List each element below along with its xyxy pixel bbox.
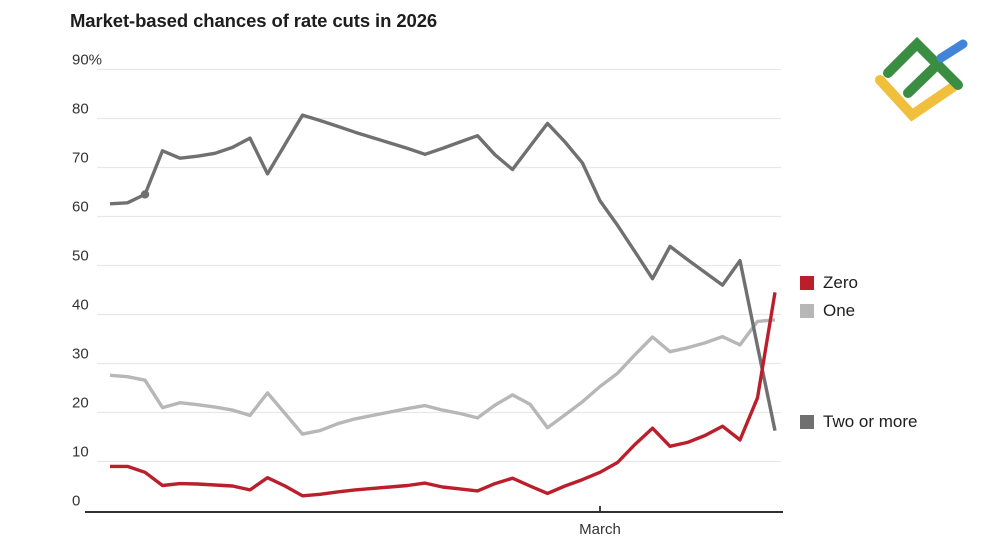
y-tick-label-90: 90% [72, 52, 102, 69]
y-tick-label-70: 70 [72, 150, 89, 167]
chart-title: Market-based chances of rate cuts in 202… [70, 10, 438, 31]
logo-green-bar [903, 59, 943, 98]
y-tick-label-60: 60 [72, 199, 89, 216]
y-tick-label-20: 20 [72, 395, 89, 412]
y-tick-label-40: 40 [72, 297, 89, 314]
logo-green-chevron [883, 36, 963, 90]
legend-swatch-zero [800, 276, 814, 290]
y-tick-label-10: 10 [72, 444, 89, 461]
legend-label-zero: Zero [823, 273, 858, 292]
y-tick-label-0: 0 [72, 493, 80, 510]
legend-label-one: One [823, 301, 856, 320]
logo-yellow-check [875, 75, 958, 122]
legend-item-one: One [800, 301, 855, 321]
series-line-two-or-more [109, 113, 777, 431]
data-point-marker [140, 190, 150, 199]
legend-swatch-two-or-more [800, 415, 814, 429]
y-tick-label-50: 50 [72, 248, 89, 265]
logo-blue-tick [936, 39, 968, 63]
legend-item-two-or-more: Two or more [800, 412, 917, 432]
x-axis-label-march: March [579, 521, 621, 538]
y-tick-label-30: 30 [72, 346, 89, 363]
series-line-zero [110, 292, 777, 498]
y-tick-label-80: 80 [72, 101, 89, 118]
legend-label-two-or-more: Two or more [823, 412, 918, 431]
litefinance-logo-icon [875, 36, 968, 122]
legend-item-zero: Zero [800, 273, 858, 293]
series-line-one [109, 318, 776, 436]
legend-swatch-one [800, 304, 814, 318]
